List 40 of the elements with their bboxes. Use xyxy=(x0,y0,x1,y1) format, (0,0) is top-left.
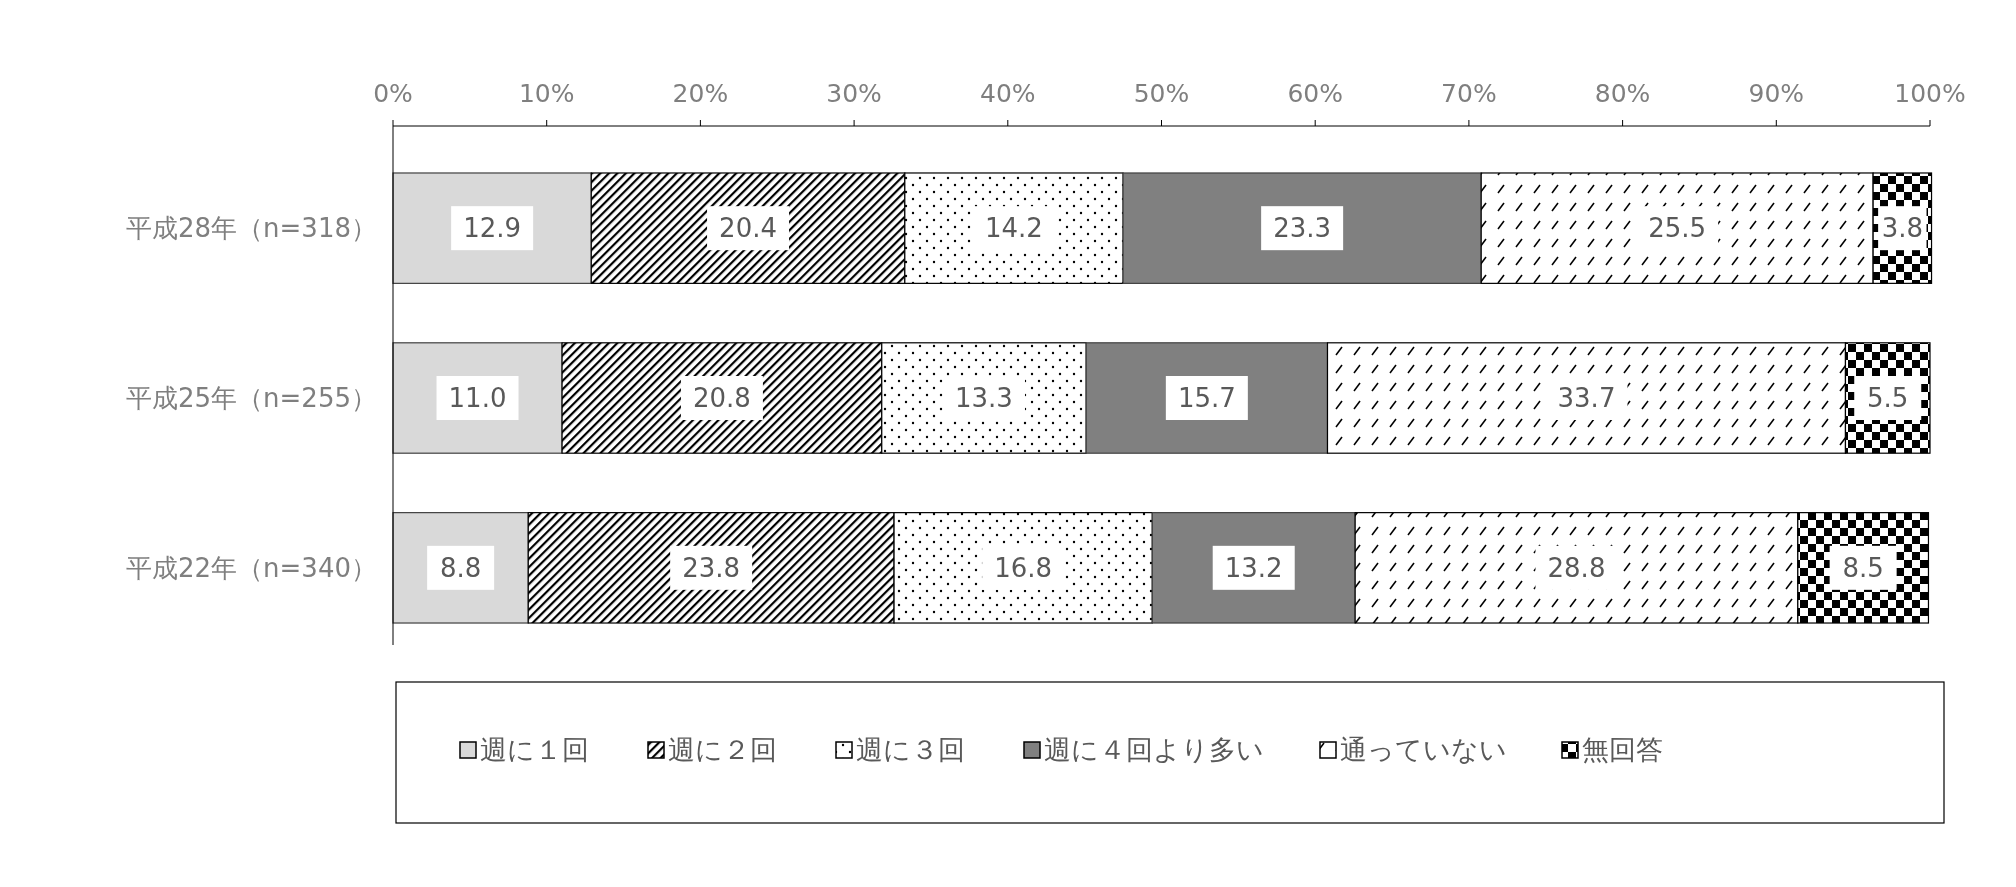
legend-label: 週に４回より多い xyxy=(1044,734,1264,766)
legend-label: 週に２回 xyxy=(668,734,777,766)
y-tick-label: 平成22年（n=340） xyxy=(126,552,377,583)
data-label: 13.3 xyxy=(955,383,1013,414)
data-label: 8.8 xyxy=(439,552,482,583)
data-label: 12.9 xyxy=(463,213,522,244)
legend-label: 無回答 xyxy=(1582,734,1663,766)
x-tick-label: 20% xyxy=(672,79,729,108)
bar xyxy=(1122,172,1482,284)
x-tick-label: 90% xyxy=(1748,79,1805,108)
x-tick-label: 30% xyxy=(826,79,882,108)
data-label: 28.8 xyxy=(1547,552,1606,583)
legend-label: 週に３回 xyxy=(856,734,965,766)
data-label: 3.8 xyxy=(1881,213,1924,244)
data-label: 5.5 xyxy=(1867,383,1909,414)
data-label: 14.2 xyxy=(985,213,1043,244)
data-label: 23.3 xyxy=(1273,213,1332,244)
x-tick-label: 70% xyxy=(1441,79,1497,108)
x-tick-label: 50% xyxy=(1133,79,1190,108)
data-label: 20.8 xyxy=(692,383,751,414)
data-label: 15.7 xyxy=(1177,383,1236,414)
data-label: 20.4 xyxy=(719,213,777,244)
bar xyxy=(1085,342,1329,454)
y-tick-label: 平成25年（n=255） xyxy=(126,383,377,414)
x-tick-label: 80% xyxy=(1594,79,1651,108)
x-tick-label: 10% xyxy=(518,79,575,108)
x-tick-label: 40% xyxy=(980,79,1036,108)
x-tick-label: 60% xyxy=(1287,79,1343,108)
x-tick-label: 100% xyxy=(1894,79,1966,108)
data-label: 16.8 xyxy=(994,552,1053,583)
legend-label: 週に１回 xyxy=(480,734,589,766)
x-tick-label: 0% xyxy=(373,79,413,108)
data-label: 8.5 xyxy=(1842,552,1884,583)
data-label: 33.7 xyxy=(1557,383,1616,414)
data-label: 23.8 xyxy=(682,552,741,583)
data-label: 13.2 xyxy=(1224,552,1283,583)
data-label: 11.0 xyxy=(448,383,507,414)
data-label: 25.5 xyxy=(1648,213,1707,244)
y-tick-label: 平成28年（n=318） xyxy=(126,213,377,244)
legend-label: 通っていない xyxy=(1340,734,1507,766)
